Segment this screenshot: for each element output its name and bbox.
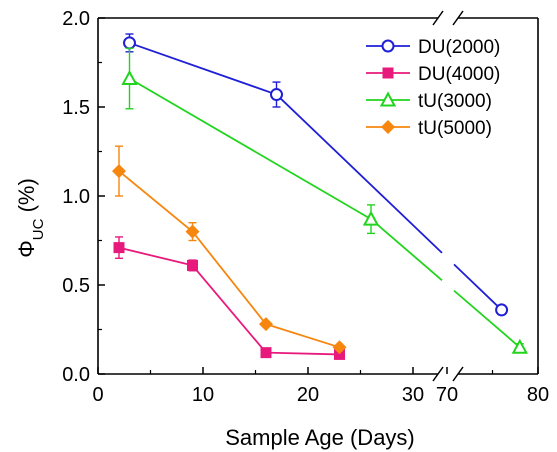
x-tick-label: 80 [527, 384, 549, 406]
legend-label: DU(2000) [418, 37, 500, 58]
legend-marker [381, 120, 395, 134]
y-tick-label: 1.5 [62, 97, 90, 119]
axis-break-mark [432, 10, 444, 26]
x-axis-title: Sample Age (Days) [225, 425, 415, 450]
x-tick-label: 20 [297, 384, 319, 406]
y-tick-label: 0.0 [62, 364, 90, 386]
axis-break-mark [452, 366, 464, 382]
y-axis-title-unit: (%) [14, 178, 39, 218]
series-line-segment [453, 263, 503, 311]
data-point [187, 259, 198, 271]
legend-item: tU(3000) [366, 91, 492, 112]
legend-item: DU(2000) [366, 37, 500, 58]
x-tick-label: 10 [192, 384, 214, 406]
series-line-segment [265, 323, 340, 349]
series-line-segment [129, 77, 372, 220]
data-point [113, 242, 125, 254]
legend-label: tU(3000) [418, 91, 492, 112]
data-point [260, 347, 272, 359]
y-tick-label: 2.0 [62, 8, 90, 30]
legend-label: tU(5000) [418, 118, 492, 139]
legend-item: tU(5000) [366, 118, 492, 139]
data-point [185, 224, 200, 239]
legend-label: DU(4000) [418, 64, 500, 85]
x-tick-label: 30 [402, 384, 424, 406]
tick-marks: 0.0 0.5 1.0 1.5 2.0 0 10 20 30 70 80 [62, 8, 549, 406]
series-line-segment [275, 93, 443, 254]
legend-marker [379, 91, 397, 107]
data-point [259, 317, 273, 332]
data-point [121, 69, 138, 86]
y-tick-label: 0.5 [62, 275, 90, 297]
legend-marker [381, 39, 395, 53]
data-point [270, 88, 283, 102]
y-axis-title-symbol: Φ [14, 240, 39, 258]
x-tick-label: 70 [436, 384, 458, 406]
data-point [511, 338, 528, 354]
series-line-segment [118, 170, 194, 233]
series-DU(2000) [123, 33, 509, 317]
series-line-segment [370, 218, 443, 281]
series-tU(3000) [121, 47, 528, 354]
data-point [334, 348, 345, 360]
axis-break-mark [452, 10, 464, 26]
data-point [123, 36, 136, 50]
series-line-segment [191, 231, 267, 325]
legend-item: DU(4000) [366, 64, 500, 85]
series-line-segment [129, 42, 277, 96]
data-point [495, 303, 509, 317]
data-point [332, 340, 347, 355]
series-DU(4000) [113, 236, 345, 360]
axis-break-mark [432, 366, 444, 382]
series-line-segment [265, 351, 340, 356]
data-point [112, 164, 126, 179]
data-point [362, 210, 380, 226]
x-tick-label: 0 [92, 384, 103, 406]
y-axis-title-subscript: UC [30, 218, 47, 240]
series-line-segment [118, 246, 193, 267]
plot-area [112, 33, 528, 360]
y-axis-title: ΦUC (%) [14, 178, 47, 258]
legend: DU(2000) DU(4000) tU(3000) tU(5000) [366, 37, 500, 139]
legend-marker [382, 67, 394, 79]
series-line-segment [191, 264, 267, 354]
series-tU(5000) [112, 145, 347, 355]
y-tick-label: 1.0 [62, 186, 90, 208]
series-line-segment [453, 289, 521, 348]
